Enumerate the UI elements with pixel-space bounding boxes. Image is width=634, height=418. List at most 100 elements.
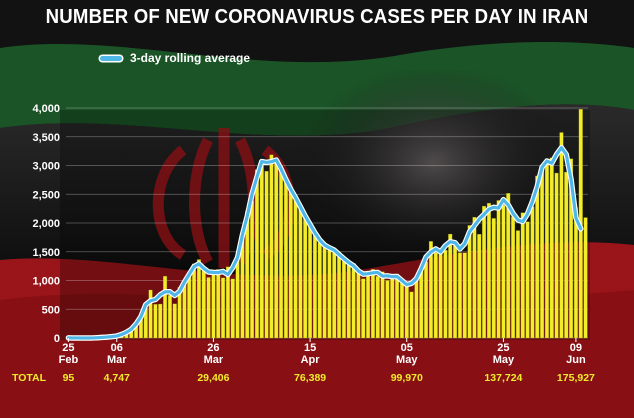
bar	[235, 256, 240, 339]
bar	[433, 252, 438, 339]
bar	[472, 216, 477, 339]
bar	[293, 195, 298, 339]
bar	[167, 295, 172, 339]
bar	[148, 289, 153, 339]
bar	[274, 159, 279, 339]
line-path	[66, 146, 583, 340]
bar	[535, 175, 540, 339]
bar	[457, 252, 462, 339]
bar	[259, 160, 264, 339]
bar	[530, 206, 535, 339]
bar	[356, 270, 361, 339]
x-tick-day: 06	[111, 342, 123, 354]
bar	[283, 181, 288, 339]
total-value: 137,724	[484, 372, 522, 384]
bar	[467, 225, 472, 339]
legend: 3-day rolling average	[100, 47, 250, 69]
x-tick-month: Jun	[566, 354, 586, 366]
bar	[196, 259, 201, 339]
bar	[583, 217, 588, 339]
x-tick-month: Feb	[59, 354, 79, 366]
bar	[351, 263, 356, 339]
bar	[269, 154, 274, 339]
bar	[404, 281, 409, 339]
bar	[477, 234, 482, 339]
bar	[279, 166, 284, 339]
bar	[540, 166, 545, 339]
total-value: 29,406	[197, 372, 229, 384]
total-value: 4,747	[104, 372, 130, 384]
bar	[361, 278, 366, 339]
bar	[520, 212, 525, 339]
bar	[254, 169, 259, 339]
bar	[337, 251, 342, 339]
bar	[341, 260, 346, 339]
x-tick-day: 15	[304, 342, 316, 354]
bar	[298, 207, 303, 339]
bar	[288, 190, 293, 339]
x-tick-month: Apr	[301, 354, 321, 366]
bar	[153, 304, 158, 339]
y-tick-label: 500	[42, 304, 60, 316]
bar-series	[66, 109, 588, 339]
bar	[370, 269, 375, 339]
bar	[385, 280, 390, 339]
bar	[211, 270, 216, 339]
bar	[549, 157, 554, 339]
x-tick-month: May	[493, 354, 515, 366]
y-tick-label: 0	[54, 333, 60, 345]
bar	[163, 275, 168, 339]
bar	[501, 204, 506, 339]
bar	[182, 282, 187, 339]
total-value: 95	[63, 372, 75, 384]
x-tick-day: 26	[207, 342, 219, 354]
bar	[380, 271, 385, 339]
bar	[428, 241, 433, 339]
bar	[486, 202, 491, 339]
legend-line-swatch	[100, 55, 122, 61]
y-tick-label: 2,000	[32, 218, 60, 230]
y-tick-label: 3,000	[32, 161, 60, 173]
bar	[172, 303, 177, 339]
bar	[395, 273, 400, 339]
bar	[453, 241, 458, 339]
bar	[322, 244, 327, 339]
bar	[525, 221, 530, 339]
bar	[221, 277, 226, 339]
x-tick-month: May	[396, 354, 418, 366]
bar	[564, 171, 569, 339]
x-tick-month: Mar	[107, 354, 127, 366]
y-tick-label: 3,500	[32, 132, 60, 144]
bar	[366, 272, 371, 339]
y-tick-label: 2,500	[32, 189, 60, 201]
rolling-average-line	[65, 144, 584, 341]
bar	[491, 218, 496, 339]
chart-title: NUMBER OF NEW CORONAVIRUS CASES PER DAY …	[45, 6, 589, 28]
bar	[312, 232, 317, 339]
total-value: 99,970	[391, 372, 423, 384]
bar	[375, 276, 380, 339]
total-label: TOTAL	[12, 372, 47, 384]
bar	[443, 249, 448, 339]
bar	[419, 267, 424, 339]
bar	[250, 200, 255, 339]
bar	[230, 278, 235, 339]
legend-label: 3-day rolling average	[130, 51, 251, 65]
bar	[308, 223, 313, 339]
bar	[225, 266, 230, 339]
bar	[264, 171, 269, 339]
y-tick-label: 1,000	[32, 276, 60, 288]
bar	[448, 233, 453, 339]
bar	[559, 132, 564, 339]
total-value: 76,389	[294, 372, 326, 384]
bar	[206, 277, 211, 339]
x-tick-month: Mar	[204, 354, 224, 366]
bar	[414, 276, 419, 339]
bar	[346, 263, 351, 339]
bar	[569, 158, 574, 339]
bar	[201, 268, 206, 339]
totals-row: 95 4,747 29,406 76,389 99,970 137,724 175,927 T…	[12, 372, 595, 384]
bar	[515, 230, 520, 339]
bar	[158, 303, 163, 339]
